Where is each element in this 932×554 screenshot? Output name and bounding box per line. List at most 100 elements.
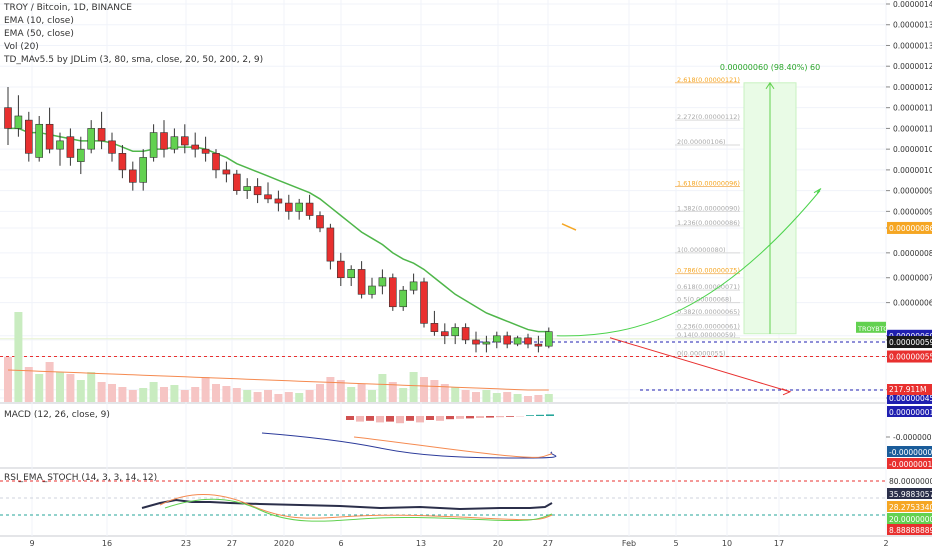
- volume-bar: [191, 387, 199, 402]
- macd-histogram-bar: [486, 416, 494, 418]
- macd-histogram-bar: [496, 416, 504, 417]
- candle-body: [202, 149, 209, 153]
- candle-body: [462, 327, 469, 339]
- volume-bar: [451, 387, 459, 402]
- volume-bar: [118, 387, 126, 402]
- volume-bar: [87, 372, 95, 402]
- rsi-tag-label: 28.27533400: [889, 503, 932, 512]
- fib-level-label: 1.236(0.00000086): [677, 219, 740, 227]
- macd-histogram-bar: [506, 416, 514, 417]
- candle-body: [275, 199, 282, 203]
- fib-level-label: 2.272(0.00000112): [677, 113, 740, 121]
- macd-histogram-bar: [466, 416, 474, 418]
- volume-bar: [212, 384, 220, 402]
- volume-bar: [77, 380, 85, 402]
- volume-bar: [108, 384, 116, 402]
- volume-bar: [316, 384, 324, 402]
- indicator-ema10-label[interactable]: EMA (10, close): [4, 16, 74, 26]
- x-tick-label: 9: [29, 539, 34, 548]
- x-tick-label: 5: [673, 539, 678, 548]
- candle-body: [473, 340, 480, 344]
- macd-histogram-bar: [356, 416, 364, 422]
- x-tick-label: Feb: [622, 539, 636, 548]
- macd-histogram-bar: [456, 416, 464, 419]
- candle-body: [337, 261, 344, 278]
- candle-body: [285, 203, 292, 211]
- volume-bar: [35, 374, 43, 402]
- candle-body: [57, 141, 64, 149]
- candle-body: [296, 203, 303, 211]
- y-tick-label: 0.00000080: [893, 249, 932, 258]
- x-tick-label: 10: [722, 539, 732, 548]
- macd-histogram-bar: [396, 416, 404, 423]
- macd-histogram-bar: [476, 416, 484, 418]
- x-tick-label: 6: [338, 539, 343, 548]
- volume-bar: [202, 377, 210, 402]
- symbol-title[interactable]: TROY / Bitcoin, 1D, BINANCE: [4, 3, 132, 13]
- candle-body: [265, 195, 272, 199]
- volume-bar: [503, 392, 511, 402]
- candle-body: [483, 342, 490, 344]
- volume-bar: [181, 390, 189, 402]
- macd-histogram-bar: [526, 415, 534, 416]
- candle-body: [493, 336, 500, 342]
- x-tick-label: 16: [102, 539, 112, 548]
- volume-bar: [358, 384, 366, 402]
- candle-body: [348, 269, 355, 277]
- volume-tag-label: 217.911M: [889, 385, 927, 394]
- candle-body: [15, 116, 22, 128]
- x-tick-label: 13: [416, 539, 426, 548]
- fib-level-label: 0.786(0.00000075): [677, 267, 740, 275]
- macd-histogram-bar: [416, 416, 424, 422]
- macd-tag-label: -0.00000009: [889, 448, 932, 457]
- fib-level-label: 0.382(0.00000065): [677, 308, 740, 316]
- volume-bar: [462, 390, 470, 402]
- price-tag-label: 0.00000086: [889, 224, 932, 233]
- candle-body: [119, 153, 126, 170]
- indicator-ema50-label[interactable]: EMA (50, close): [4, 29, 74, 39]
- volume-bar: [420, 377, 428, 402]
- indicator-vol-label[interactable]: Vol (20): [4, 42, 39, 52]
- rsi-tag-label: 8.88888889: [889, 526, 932, 535]
- candle-body: [525, 338, 532, 344]
- fib-level-label: 1.618(0.00000096): [677, 179, 740, 187]
- fib-level-label: 0.618(0.00000071): [677, 283, 740, 291]
- candle-body: [140, 157, 147, 182]
- y-tick-label: 0.00000068: [893, 299, 932, 308]
- volume-bar: [14, 312, 22, 402]
- target-label: 0.00000060 (98.40%) 60: [720, 63, 820, 72]
- indicator-td-label[interactable]: TD_MAv5.5 by JDLim (3, 80, sma, close, 2…: [4, 55, 263, 65]
- x-tick-label: 2: [883, 539, 888, 548]
- candle-body: [223, 170, 230, 174]
- candle-body: [233, 174, 240, 191]
- candle-body: [25, 120, 32, 153]
- candle-body: [5, 108, 12, 129]
- candle-body: [421, 282, 428, 323]
- volume-bar: [274, 394, 282, 402]
- candle-body: [441, 332, 448, 336]
- macd-histogram-bar: [536, 415, 544, 416]
- candle-body: [36, 124, 43, 157]
- macd-histogram-bar: [366, 416, 374, 421]
- macd-histogram-bar: [426, 416, 434, 420]
- rsi-label[interactable]: RSI_EMA_STOCH (14, 3, 3, 14, 12): [4, 473, 157, 483]
- candle-body: [98, 128, 105, 140]
- y-tick-label: 0.00000074: [893, 274, 932, 283]
- candle-body: [150, 133, 157, 158]
- candle-body: [171, 137, 178, 149]
- volume-bar: [56, 372, 64, 402]
- macd-label[interactable]: MACD (12, 26, close, 9): [4, 410, 110, 420]
- volume-bar: [66, 374, 74, 402]
- volume-bar: [378, 374, 386, 402]
- candle-body: [88, 128, 95, 149]
- x-tick-label: 20: [493, 539, 503, 548]
- macd-histogram-bar: [386, 416, 394, 422]
- y-tick-label: 0.00000095: [893, 187, 932, 196]
- candle-body: [358, 269, 365, 294]
- volume-bar: [139, 388, 147, 402]
- candle-body: [317, 216, 324, 228]
- volume-bar: [482, 390, 490, 402]
